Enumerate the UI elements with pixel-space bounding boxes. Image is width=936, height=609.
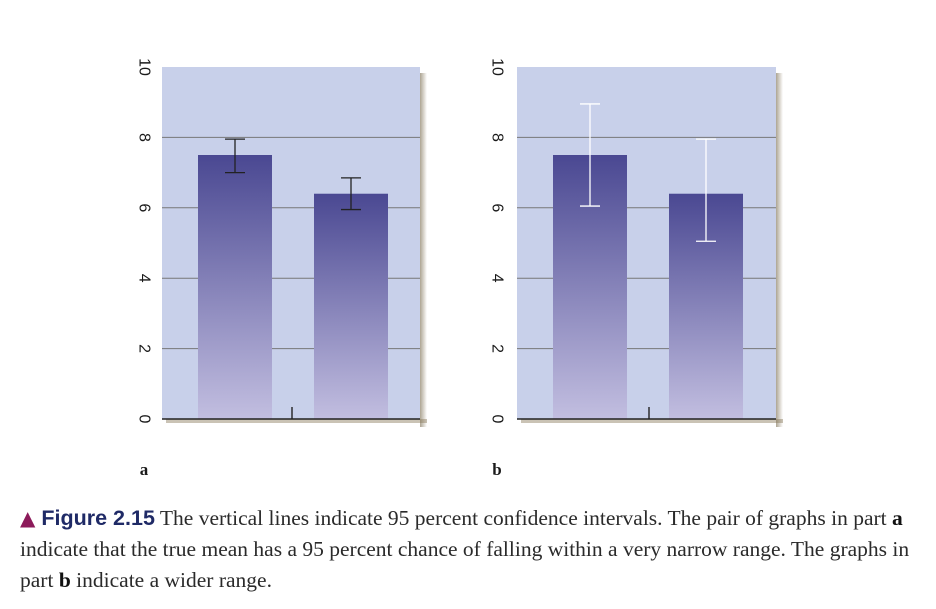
panel-label-b: b (492, 460, 501, 479)
caption-text-1: The vertical lines indicate 95 percent c… (154, 506, 892, 530)
plot-shadow-right (420, 73, 427, 427)
chart-panel-b: 0 2 4 6 8 10 b (489, 58, 783, 479)
y-tick-label: 0 (489, 415, 506, 424)
error-bar-1 (580, 103, 600, 207)
caption-text-3: indicate a wider range. (70, 568, 272, 592)
figure-caption: ▲ Figure 2.15 The vertical lines indicate… (20, 503, 925, 596)
y-tick-label: 6 (489, 203, 506, 212)
chart-panel-a: 0 2 4 6 8 10 a (136, 58, 427, 479)
plot-shadow-bottom (521, 419, 783, 423)
figure-chart: 0 2 4 6 8 10 a 0 2 4 6 8 10 b (136, 58, 783, 479)
bar-1 (198, 155, 272, 419)
y-tick-label: 10 (489, 58, 506, 76)
plot-shadow-bottom (166, 419, 427, 423)
y-tick-label: 0 (136, 415, 153, 424)
y-tick-label: 4 (136, 274, 153, 283)
caption-part-b: b (58, 568, 71, 592)
error-bar-1 (225, 138, 245, 174)
error-bar-2 (341, 177, 361, 211)
y-tick-label: 4 (489, 274, 506, 283)
plot-shadow-right (776, 73, 783, 427)
y-tick-label: 2 (489, 344, 506, 353)
y-tick-label: 6 (136, 203, 153, 212)
caption-part-a: a (892, 506, 903, 530)
figure-label: Figure 2.15 (41, 506, 155, 530)
caption-text-2: indicate that the true mean has a 95 per… (20, 537, 910, 592)
y-tick-label: 10 (136, 58, 153, 76)
triangle-up-icon: ▲ (20, 506, 36, 530)
y-tick-label: 2 (136, 344, 153, 353)
panel-label-a: a (140, 460, 149, 479)
bar-2 (314, 193, 388, 419)
y-tick-label: 8 (489, 133, 506, 142)
y-tick-label: 8 (136, 133, 153, 142)
error-bar-2 (696, 138, 716, 242)
